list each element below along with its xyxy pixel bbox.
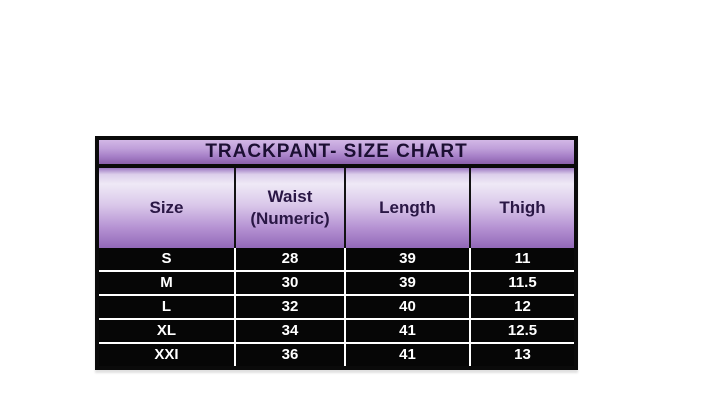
table-row: L 32 40 12 [99,294,574,318]
table-row: S 28 39 11 [99,248,574,270]
header-label: Waist [267,186,313,206]
cell-waist: 36 [236,344,346,366]
cell-length: 39 [346,272,471,294]
header-cell-thigh: Thigh [471,168,574,248]
cell-length: 41 [346,320,471,342]
cell-thigh: 13 [471,344,574,366]
cell-thigh: 12.5 [471,320,574,342]
cell-size: L [99,296,236,318]
size-chart-table: TRACKPANT- SIZE CHART Size Waist (Numeri… [95,136,578,370]
table-body: S 28 39 11 M 30 39 11.5 L 32 40 12 XL 34… [99,248,574,366]
cell-waist: 30 [236,272,346,294]
header-label-line2: (Numeric) [250,209,330,228]
cell-length: 41 [346,344,471,366]
table-title: TRACKPANT- SIZE CHART [99,140,574,168]
header-label: Thigh [499,197,546,217]
cell-size: XXI [99,344,236,366]
table-header-row: Size Waist (Numeric) Length Thigh [99,168,574,248]
cell-size: M [99,272,236,294]
header-cell-waist: Waist (Numeric) [236,168,346,248]
cell-length: 40 [346,296,471,318]
cell-thigh: 11.5 [471,272,574,294]
cell-waist: 34 [236,320,346,342]
cell-length: 39 [346,248,471,270]
table-row: XL 34 41 12.5 [99,318,574,342]
header-label: Length [379,197,436,217]
cell-thigh: 11 [471,248,574,270]
header-cell-length: Length [346,168,471,248]
header-cell-size: Size [99,168,236,248]
table-row: XXI 36 41 13 [99,342,574,366]
table-row: M 30 39 11.5 [99,270,574,294]
cell-waist: 28 [236,248,346,270]
cell-thigh: 12 [471,296,574,318]
cell-size: S [99,248,236,270]
cell-size: XL [99,320,236,342]
header-label: Size [149,197,184,217]
cell-waist: 32 [236,296,346,318]
